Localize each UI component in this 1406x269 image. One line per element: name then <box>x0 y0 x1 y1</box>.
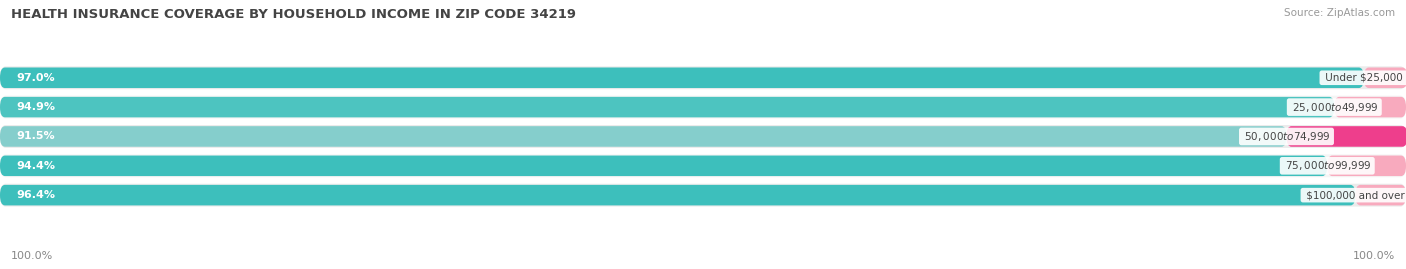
FancyBboxPatch shape <box>0 66 1406 89</box>
Text: $50,000 to $74,999: $50,000 to $74,999 <box>1241 130 1331 143</box>
FancyBboxPatch shape <box>1334 97 1406 117</box>
Text: 94.9%: 94.9% <box>17 102 56 112</box>
FancyBboxPatch shape <box>1286 126 1406 147</box>
Text: 91.5%: 91.5% <box>17 132 55 141</box>
FancyBboxPatch shape <box>1355 185 1406 206</box>
FancyBboxPatch shape <box>1364 68 1406 88</box>
Text: 100.0%: 100.0% <box>11 251 53 261</box>
Text: Source: ZipAtlas.com: Source: ZipAtlas.com <box>1284 8 1395 18</box>
Text: 97.0%: 97.0% <box>17 73 55 83</box>
Text: Under $25,000: Under $25,000 <box>1322 73 1406 83</box>
Text: $25,000 to $49,999: $25,000 to $49,999 <box>1289 101 1379 114</box>
FancyBboxPatch shape <box>0 125 1406 148</box>
Text: 100.0%: 100.0% <box>1353 251 1395 261</box>
FancyBboxPatch shape <box>0 185 1355 206</box>
FancyBboxPatch shape <box>0 68 1364 88</box>
Text: HEALTH INSURANCE COVERAGE BY HOUSEHOLD INCOME IN ZIP CODE 34219: HEALTH INSURANCE COVERAGE BY HOUSEHOLD I… <box>11 8 576 21</box>
Text: 96.4%: 96.4% <box>17 190 56 200</box>
FancyBboxPatch shape <box>1327 155 1406 176</box>
FancyBboxPatch shape <box>0 97 1334 117</box>
FancyBboxPatch shape <box>0 184 1406 207</box>
FancyBboxPatch shape <box>0 155 1327 176</box>
FancyBboxPatch shape <box>0 154 1406 177</box>
Text: 94.4%: 94.4% <box>17 161 56 171</box>
Text: $75,000 to $99,999: $75,000 to $99,999 <box>1282 159 1372 172</box>
Text: $100,000 and over: $100,000 and over <box>1303 190 1406 200</box>
FancyBboxPatch shape <box>0 126 1286 147</box>
FancyBboxPatch shape <box>0 96 1406 119</box>
Legend: With Coverage, Without Coverage: With Coverage, Without Coverage <box>575 266 831 269</box>
